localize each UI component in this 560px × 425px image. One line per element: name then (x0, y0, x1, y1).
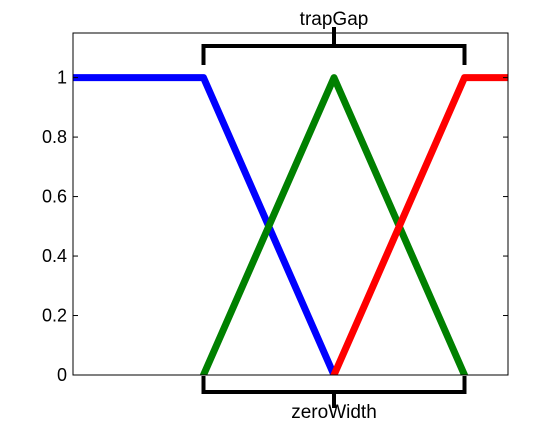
y-tick-label-2: 0.2 (42, 306, 67, 326)
y-tick-label-5: 0.8 (42, 127, 67, 147)
zerowidth-label: zeroWidth (291, 402, 377, 420)
y-tick-label-1: 0 (57, 365, 67, 385)
y-tick-label-6: 1 (57, 68, 67, 88)
trapgap-label: trapGap (300, 9, 369, 30)
y-tick-label-3: 0.4 (42, 246, 67, 266)
y-tick-label-4: 0.6 (42, 187, 67, 207)
